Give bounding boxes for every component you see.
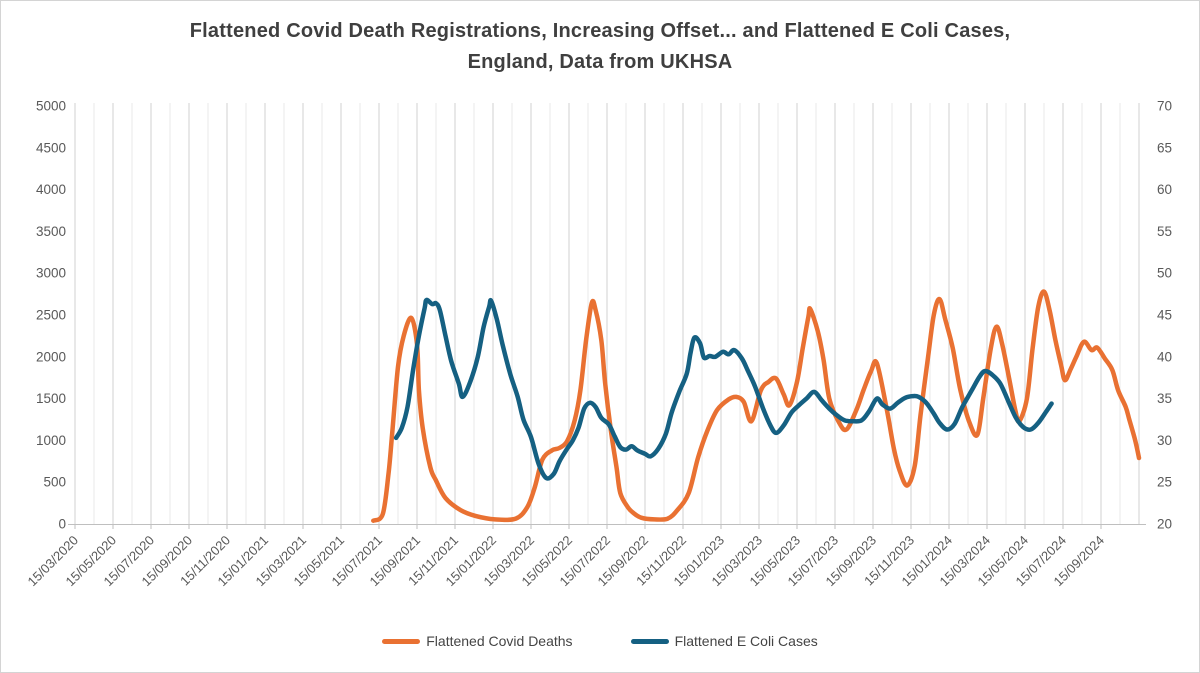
y-axis-left-label: 1000	[36, 433, 66, 448]
y-axis-right-label: 35	[1157, 391, 1172, 406]
y-axis-right-label: 25	[1157, 475, 1172, 490]
y-axis-left-label: 0	[58, 517, 66, 532]
y-axis-left-label: 2000	[36, 349, 66, 364]
y-axis-left-label: 1500	[36, 391, 66, 406]
y-axis-left-label: 3500	[36, 224, 66, 239]
legend: Flattened Covid Deaths Flattened E Coli …	[0, 633, 1200, 649]
chart-title-line2: England, Data from UKHSA	[467, 51, 733, 73]
covid-deaths-line-swatch-icon	[382, 638, 421, 644]
chart-title-line1: Flattened Covid Death Registrations, Inc…	[189, 20, 1011, 42]
y-axis-right-label: 60	[1157, 182, 1172, 197]
y-axis-right-label: 45	[1157, 308, 1172, 323]
covid-deaths-series-line	[371, 289, 1142, 523]
y-axis-left-label: 2500	[36, 308, 66, 323]
legend-item-covid-deaths[interactable]: Flattened Covid Deaths	[382, 633, 573, 649]
y-axis-right-label: 70	[1157, 99, 1172, 114]
y-axis-left-label: 500	[43, 475, 66, 490]
chart-title: Flattened Covid Death Registrations, Inc…	[0, 16, 1200, 78]
legend-label-ecoli-cases: Flattened E Coli Cases	[674, 633, 818, 649]
y-axis-right-label: 65	[1157, 140, 1172, 155]
y-axis-right-label: 40	[1157, 349, 1172, 364]
legend-label-covid-deaths: Flattened Covid Deaths	[426, 633, 573, 649]
y-axis-right-label: 55	[1157, 224, 1172, 239]
y-axis-right-label: 20	[1157, 517, 1172, 532]
ecoli-cases-series-line	[393, 297, 1054, 481]
legend-item-ecoli-cases[interactable]: Flattened E Coli Cases	[630, 633, 818, 649]
y-axis-right-label: 50	[1157, 266, 1172, 281]
y-axis-right-label: 30	[1157, 433, 1172, 448]
y-axis-left-label: 3000	[36, 266, 66, 281]
y-axis-left-label: 4500	[36, 140, 66, 155]
y-axis-left-label: 4000	[36, 182, 66, 197]
ecoli-cases-line-swatch-icon	[630, 638, 669, 644]
y-axis-left-label: 5000	[36, 99, 66, 114]
